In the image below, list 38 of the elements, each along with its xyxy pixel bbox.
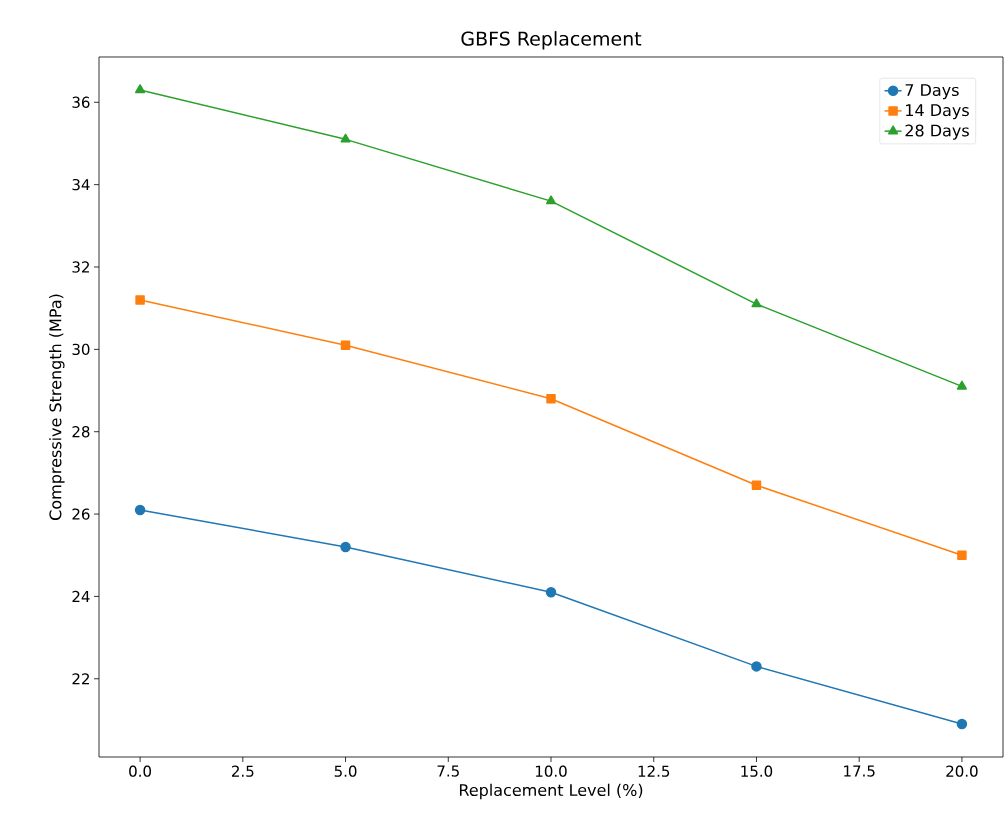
point [135, 84, 146, 94]
x-tick-label: 7.5 [437, 765, 459, 777]
legend-label: 28 Days [905, 124, 969, 140]
x-tick-label: 17.5 [844, 765, 875, 777]
point [545, 195, 557, 205]
x-tick-label: 0.0 [129, 765, 152, 777]
point [134, 504, 146, 516]
point [956, 380, 967, 390]
y-tick-label: 36 [72, 96, 90, 108]
x-tick-label: 20.0 [946, 765, 978, 777]
y-tick-label: 22 [72, 673, 89, 685]
legend-label: 14 Days [906, 104, 969, 120]
point [751, 661, 762, 672]
legend-label: 7 Days [905, 84, 959, 100]
point [751, 298, 762, 308]
x-tick-label: 15.0 [741, 765, 773, 777]
point [340, 340, 351, 350]
point [340, 133, 351, 143]
y-tick-label: 28 [72, 426, 90, 438]
point [956, 718, 968, 730]
y-tick-label: 34 [72, 178, 90, 191]
point [340, 541, 351, 553]
chart-title: GBFS Replacement [461, 31, 642, 50]
point [751, 480, 762, 490]
point [957, 550, 967, 560]
x-axis-title: Replacement Level (%) [459, 783, 643, 800]
x-tick-label: 10.0 [535, 765, 567, 777]
x-tick-label: 5.0 [334, 765, 357, 777]
point [546, 394, 556, 404]
x-tick-label: 2.5 [231, 765, 254, 777]
x-tick-label: 12.5 [638, 765, 670, 777]
y-axis-title: Compressive Strength (MPa) [49, 294, 65, 520]
y-tick-label: 30 [72, 343, 90, 356]
y-tick-label: 24 [72, 590, 90, 602]
y-tick-label: 26 [72, 508, 90, 520]
y-tick-label: 32 [72, 261, 89, 273]
point [135, 295, 145, 305]
point [545, 587, 557, 598]
